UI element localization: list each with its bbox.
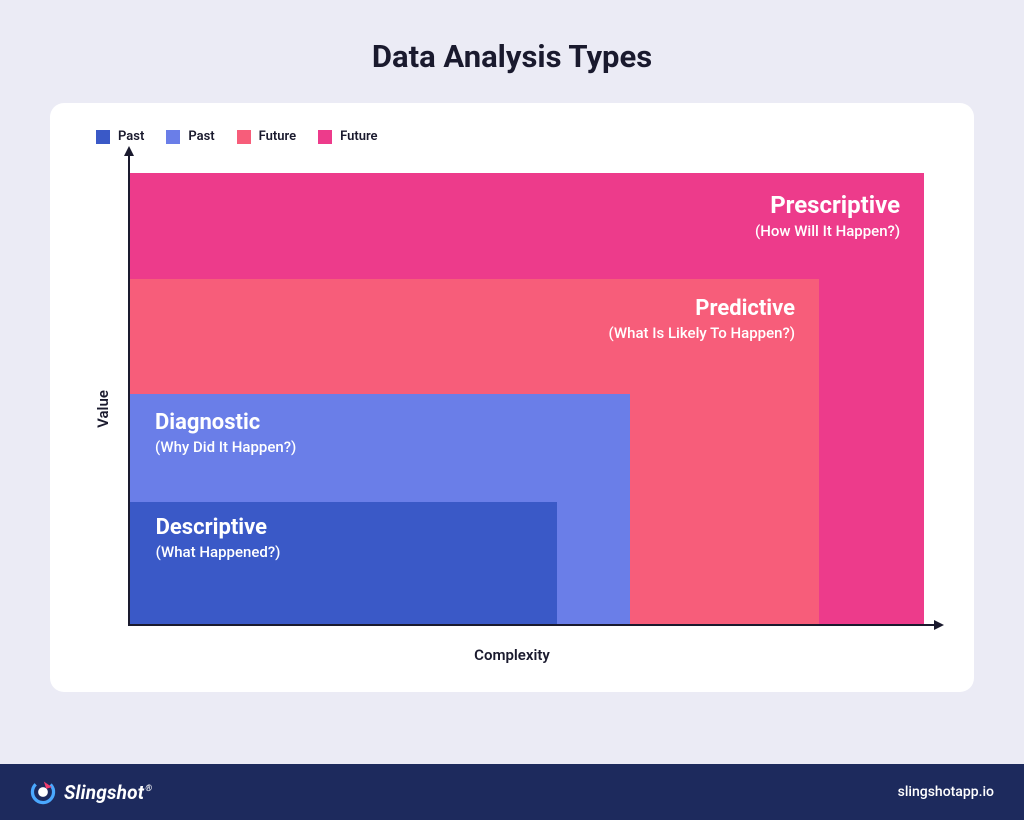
legend-label: Future xyxy=(259,129,296,144)
footer-bar: Slingshot® slingshotapp.io xyxy=(0,764,1024,820)
layer-label: Predictive (What Is Likely To Happen?) xyxy=(609,296,795,342)
legend-label: Past xyxy=(188,129,214,144)
layer-title: Diagnostic xyxy=(155,410,296,435)
layer-title: Descriptive xyxy=(156,515,281,540)
legend-item: Future xyxy=(237,129,296,144)
layer-title: Predictive xyxy=(609,296,795,321)
layer-title: Prescriptive xyxy=(755,191,900,219)
chart-card: Past Past Future Future Value Complexity Pr… xyxy=(50,103,974,692)
legend-swatch xyxy=(166,130,180,144)
layer-subtitle: (Why Did It Happen?) xyxy=(155,438,296,456)
x-axis-label: Complexity xyxy=(474,646,550,664)
brand-name: Slingshot® xyxy=(64,781,152,804)
legend-item: Future xyxy=(318,129,377,144)
plot-area: Prescriptive (How Will It Happen?) Predict… xyxy=(128,156,934,626)
layer-label: Diagnostic (Why Did It Happen?) xyxy=(155,410,296,456)
legend-item: Past xyxy=(166,129,214,144)
layer-descriptive: Descriptive (What Happened?) xyxy=(130,502,557,624)
x-axis xyxy=(128,624,942,626)
legend-swatch xyxy=(96,130,110,144)
legend-label: Past xyxy=(118,129,144,144)
legend-swatch xyxy=(318,130,332,144)
layer-subtitle: (How Will It Happen?) xyxy=(755,222,900,240)
y-axis-label: Value xyxy=(94,390,112,428)
layer-label: Descriptive (What Happened?) xyxy=(156,515,281,561)
brand: Slingshot® xyxy=(30,779,152,805)
layer-subtitle: (What Happened?) xyxy=(156,543,281,561)
legend-swatch xyxy=(237,130,251,144)
chart-wrap: Value Complexity Prescriptive (How Will I… xyxy=(90,156,934,662)
legend: Past Past Future Future xyxy=(96,129,934,144)
legend-label: Future xyxy=(340,129,377,144)
layer-label: Prescriptive (How Will It Happen?) xyxy=(755,191,900,240)
brand-url: slingshotapp.io xyxy=(898,784,994,800)
page-title: Data Analysis Types xyxy=(0,0,1024,103)
layer-subtitle: (What Is Likely To Happen?) xyxy=(609,324,795,342)
legend-item: Past xyxy=(96,129,144,144)
slingshot-logo-icon xyxy=(30,779,56,805)
